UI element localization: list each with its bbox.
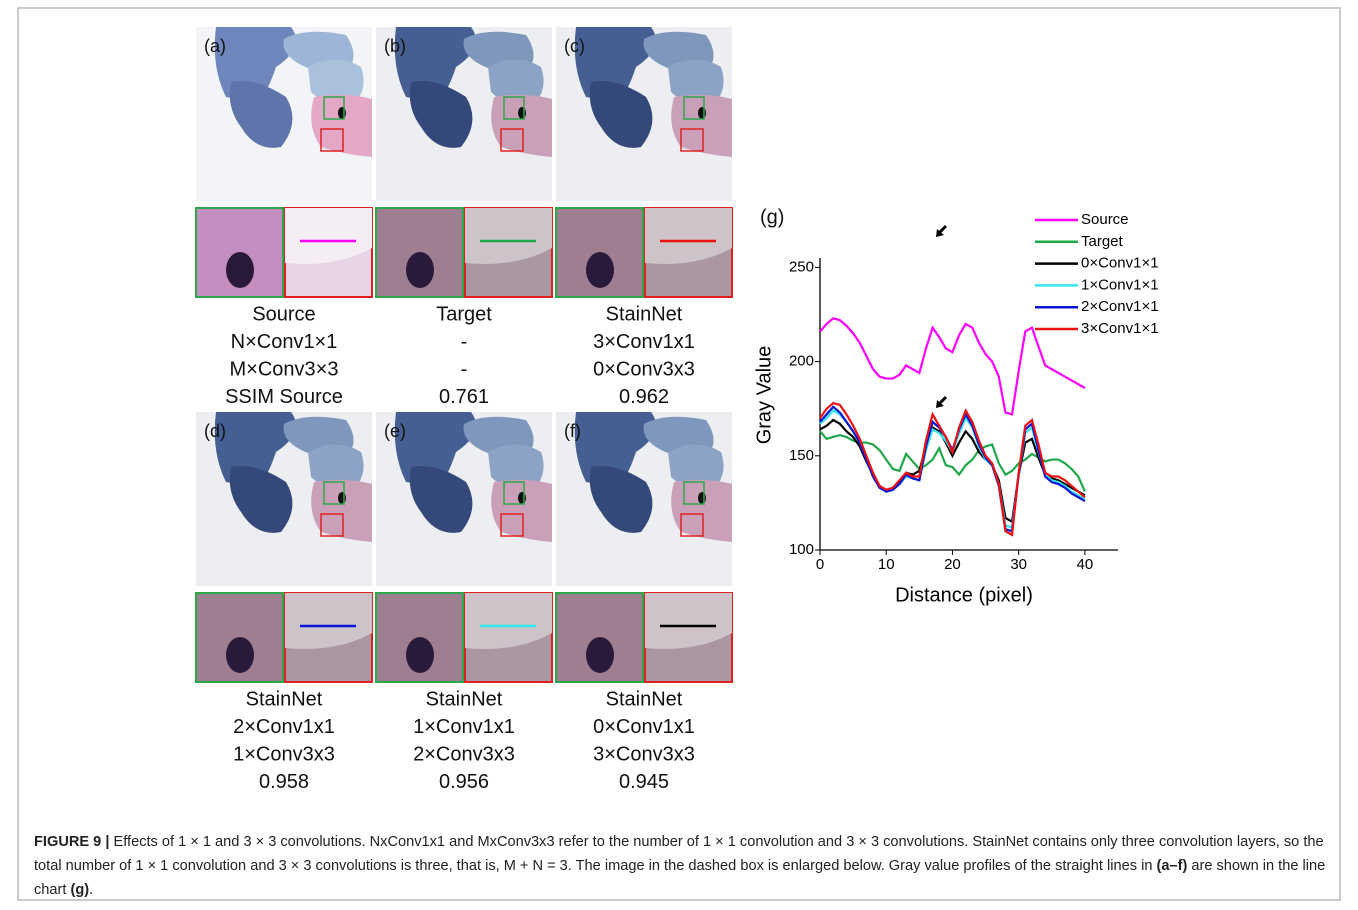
panel-text: 0×Conv1x1 bbox=[593, 716, 695, 738]
legend-label: 0×Conv1×1 bbox=[1081, 255, 1159, 272]
zoom-nucleus bbox=[586, 252, 614, 288]
panel-text: Source bbox=[252, 303, 315, 325]
zoom-nucleus bbox=[406, 637, 434, 673]
page: (a) Source N×Conv1×1 M×Conv3×3 SSIM Source (b… bbox=[0, 0, 1358, 910]
series-line bbox=[820, 318, 1085, 414]
panel-text: - bbox=[461, 331, 468, 353]
panel-text: StainNet bbox=[606, 688, 683, 710]
panel-label: (a) bbox=[204, 36, 226, 56]
x-tick-label: 30 bbox=[1010, 556, 1027, 573]
caption: FIGURE 9 | Effects of 1 × 1 and 3 × 3 co… bbox=[34, 830, 1329, 902]
nucleus bbox=[338, 107, 346, 119]
panel-text: M×Conv3×3 bbox=[230, 358, 339, 380]
panel-text: 0.761 bbox=[439, 386, 489, 408]
panel-text: 0.956 bbox=[439, 771, 489, 793]
x-axis-label: Distance (pixel) bbox=[895, 584, 1033, 606]
x-tick-label: 0 bbox=[816, 556, 824, 573]
panel-text: 0.962 bbox=[619, 386, 669, 408]
caption-text: . bbox=[89, 882, 93, 898]
legend-label: Source bbox=[1081, 211, 1129, 228]
zoom-nucleus bbox=[226, 637, 254, 673]
panel-label: (b) bbox=[384, 36, 406, 56]
x-tick-label: 40 bbox=[1077, 556, 1094, 573]
panel-text: N×Conv1×1 bbox=[231, 331, 338, 353]
nucleus bbox=[698, 107, 706, 119]
legend-label: 1×Conv1×1 bbox=[1081, 276, 1159, 293]
y-tick-label: 200 bbox=[789, 353, 814, 370]
nucleus bbox=[338, 492, 346, 504]
panel-image bbox=[556, 412, 732, 586]
panel-text: 0×Conv3x3 bbox=[593, 358, 695, 380]
panel-text: 1×Conv1x1 bbox=[413, 716, 515, 738]
panel-text: - bbox=[461, 358, 468, 380]
panel-label: (c) bbox=[564, 36, 585, 56]
nucleus bbox=[518, 107, 526, 119]
legend-label: Target bbox=[1081, 233, 1124, 250]
caption-bold: (a–f) bbox=[1157, 858, 1188, 874]
panel-text: Target bbox=[436, 303, 492, 325]
zoom-nucleus bbox=[586, 637, 614, 673]
panel-text: StainNet bbox=[426, 688, 503, 710]
nucleus bbox=[518, 492, 526, 504]
arrows bbox=[936, 226, 946, 408]
legend-label: 2×Conv1×1 bbox=[1081, 298, 1159, 315]
series-line bbox=[820, 403, 1085, 535]
y-axis-label: Gray Value bbox=[753, 346, 775, 445]
panel-text: 1×Conv3x3 bbox=[233, 743, 335, 765]
panel-text: 2×Conv3x3 bbox=[413, 743, 515, 765]
caption-bold: (g) bbox=[71, 882, 90, 898]
zoom-nucleus bbox=[226, 252, 254, 288]
panel-text: 0.958 bbox=[259, 771, 309, 793]
panel-text: StainNet bbox=[606, 303, 683, 325]
panel-label: (e) bbox=[384, 421, 406, 441]
panel-label: (d) bbox=[204, 421, 226, 441]
caption-text: Effects of 1 × 1 and 3 × 3 convolutions.… bbox=[34, 834, 1324, 874]
annotation: (g) bbox=[760, 206, 784, 228]
panel-text: 2×Conv1x1 bbox=[233, 716, 335, 738]
legend-label: 3×Conv1×1 bbox=[1081, 320, 1159, 337]
y-tick-label: 250 bbox=[789, 258, 814, 275]
nucleus bbox=[698, 492, 706, 504]
x-tick-label: 20 bbox=[944, 556, 961, 573]
panel-text: StainNet bbox=[246, 688, 323, 710]
panel-label: (f) bbox=[564, 421, 581, 441]
x-tick-label: 10 bbox=[878, 556, 895, 573]
panel-text: 3×Conv3x3 bbox=[593, 743, 695, 765]
y-tick-label: 100 bbox=[789, 541, 814, 558]
caption-label: FIGURE 9 | bbox=[34, 834, 109, 850]
figure: (a) Source N×Conv1×1 M×Conv3×3 SSIM Source (b… bbox=[0, 0, 1358, 910]
panel-text: 0.945 bbox=[619, 771, 669, 793]
panel-text: 3×Conv1x1 bbox=[593, 331, 695, 353]
panel-text: SSIM Source bbox=[225, 386, 343, 408]
y-tick-label: 150 bbox=[789, 447, 814, 464]
zoom-nucleus bbox=[406, 252, 434, 288]
